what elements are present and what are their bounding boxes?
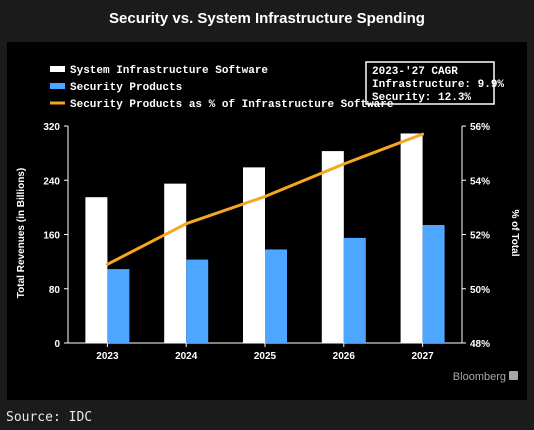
point-security-percent-2025 bbox=[263, 195, 267, 199]
cagr-box: 2023-'27 CAGR Infrastructure: 9.9% Secur… bbox=[365, 61, 504, 105]
bar-infrastructure-2023 bbox=[85, 197, 108, 343]
x-tick-label: 2026 bbox=[333, 351, 356, 362]
legend: System Infrastructure Software Security … bbox=[50, 65, 394, 111]
legend-label-percent: Security Products as % of Infrastructure… bbox=[70, 99, 394, 111]
bar-security-2025 bbox=[265, 249, 287, 343]
legend-swatch-security bbox=[50, 83, 65, 89]
cagr-title: 2023-'27 CAGR bbox=[372, 66, 458, 78]
bloomberg-logo-icon bbox=[509, 371, 518, 380]
y-tick-label: 0 bbox=[54, 339, 60, 350]
point-security-percent-2023 bbox=[105, 262, 109, 266]
chart-svg: System Infrastructure Software Security … bbox=[16, 61, 520, 383]
cagr-box-frame bbox=[365, 61, 495, 105]
y-tick-label: 160 bbox=[43, 231, 60, 242]
y2-tick-label: 52% bbox=[470, 231, 490, 242]
bar-security-2026 bbox=[343, 237, 366, 343]
y-tick-label: 80 bbox=[49, 285, 61, 296]
y2-tick-label: 56% bbox=[470, 122, 490, 133]
cagr-security: Security: 12.3% bbox=[372, 92, 471, 104]
x-tick-label: 2027 bbox=[411, 351, 434, 362]
bar-infrastructure-2025 bbox=[243, 167, 265, 343]
legend-label-security: Security Products bbox=[70, 82, 182, 94]
y-axis-label: Total Revenues (in Billions) bbox=[16, 168, 27, 298]
point-security-percent-2027 bbox=[421, 132, 425, 136]
y2-tick-label: 48% bbox=[470, 339, 490, 350]
bar-infrastructure-2024 bbox=[164, 183, 187, 343]
point-security-percent-2026 bbox=[342, 162, 346, 166]
bar-security-2027 bbox=[422, 225, 445, 343]
chart-title: Security vs. System Infrastructure Spend… bbox=[109, 10, 425, 27]
x-tick-label: 2025 bbox=[254, 351, 277, 362]
chart-marks: 0 80 160 240 320 48% 50% 52% 54% 56% 2023 2024 2025 2… bbox=[43, 122, 490, 362]
legend-label-infrastructure: System Infrastructure Software bbox=[70, 65, 268, 77]
cagr-infrastructure: Infrastructure: 9.9% bbox=[372, 79, 504, 91]
bar-infrastructure-2027 bbox=[400, 133, 423, 343]
y2-tick-label: 50% bbox=[470, 285, 490, 296]
bar-infrastructure-2026 bbox=[321, 151, 344, 343]
point-security-percent-2024 bbox=[184, 222, 188, 226]
bar-security-2024 bbox=[186, 259, 209, 343]
source-note: Source: IDC bbox=[6, 410, 93, 425]
y-tick-label: 320 bbox=[43, 122, 60, 133]
bloomberg-logo: Bloomberg bbox=[453, 371, 506, 383]
x-tick-label: 2023 bbox=[96, 351, 119, 362]
x-tick-label: 2024 bbox=[175, 351, 198, 362]
y2-tick-label: 54% bbox=[470, 176, 490, 187]
legend-swatch-infrastructure bbox=[50, 66, 65, 72]
y2-axis-label: % of Total bbox=[509, 209, 520, 256]
y-tick-label: 240 bbox=[43, 176, 60, 187]
bar-security-2023 bbox=[107, 269, 130, 343]
